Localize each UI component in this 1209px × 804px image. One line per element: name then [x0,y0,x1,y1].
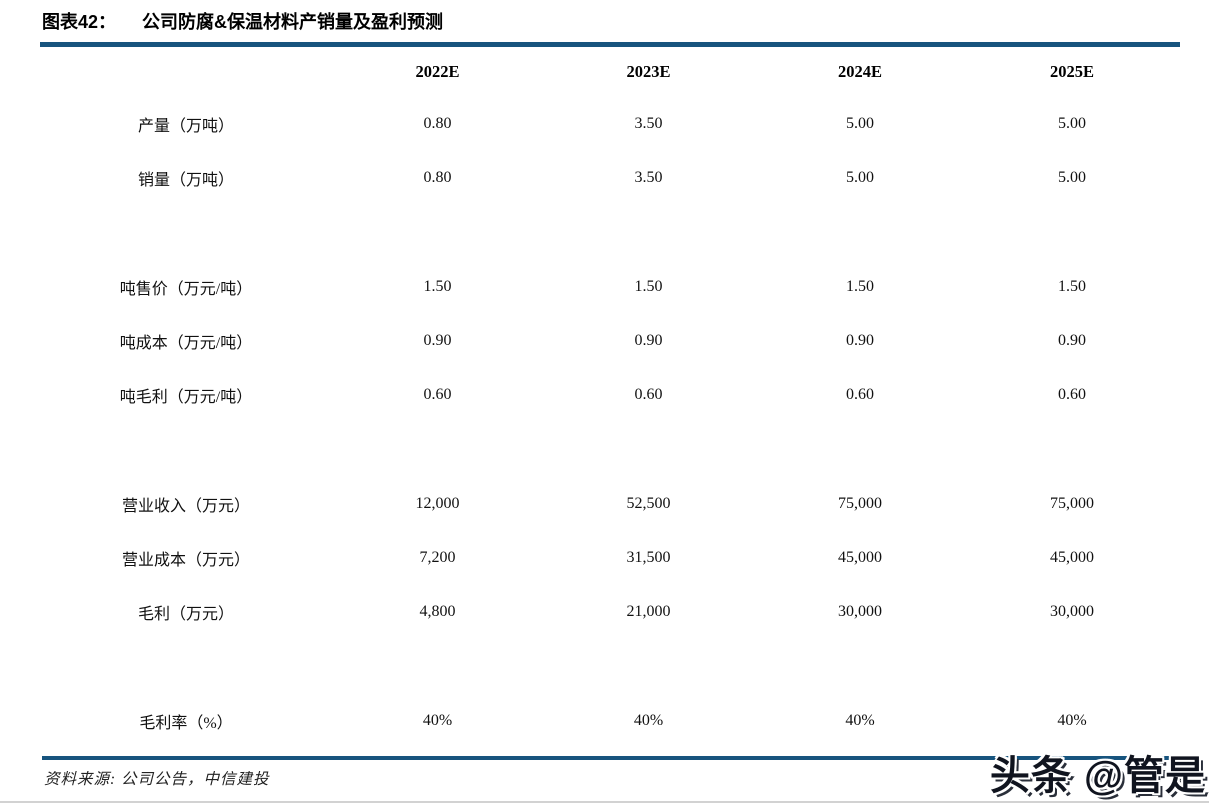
col-header-2024e: 2024E [837,62,882,81]
table-cell: 40% [1057,712,1087,729]
table-cell: 40% [633,712,664,729]
row-label: 毛利（万元） [137,606,234,623]
forecast-table: 2022E 2023E 2024E 2025E 产量（万吨） 0.80 3.50… [40,47,1178,748]
page-bottom-border [0,801,1209,803]
row-label: 营业成本（万元） [121,552,250,569]
table-cell: 3.50 [634,169,663,186]
row-label-column-header [40,47,332,97]
col-header-2025e: 2025E [1049,62,1094,81]
table-cell: 0.90 [1058,332,1086,349]
title-divider-rule [40,42,1180,47]
table-cell: 0.80 [423,169,452,186]
table-cell: 75,000 [1050,495,1094,512]
table-cell: 0.80 [423,115,452,132]
table-cell: 0.60 [1058,386,1086,403]
table-spacer-row [40,639,1178,694]
table-row-gross-profit-per-ton: 吨毛利（万元/吨） 0.60 0.60 0.60 0.60 [40,368,1178,422]
table-row-output-volume: 产量（万吨） 0.80 3.50 5.00 5.00 [40,97,1178,151]
table-cell: 30,000 [838,603,882,620]
table-row-operating-cost: 营业成本（万元） 7,200 31,500 45,000 45,000 [40,531,1178,585]
table-cell: 3.50 [634,115,663,132]
table-cell: 12,000 [415,495,460,512]
table-cell: 40% [845,712,875,729]
figure-header: 图表42： 公司防腐&保温材料产销量及盈利预测 [0,0,1209,35]
table-cell: 75,000 [838,495,882,512]
table-row-gross-margin: 毛利率（%） 40% 40% 40% 40% [40,694,1178,748]
table-cell: 30,000 [1050,603,1094,620]
table-cell: 45,000 [1050,549,1094,566]
table-cell: 0.60 [846,386,874,403]
table-spacer-row [40,422,1178,477]
table-cell: 52,500 [626,495,671,512]
table-row-cost-per-ton: 吨成本（万元/吨） 0.90 0.90 0.90 0.90 [40,314,1178,368]
figure-title: 公司防腐&保温材料产销量及盈利预测 [142,12,444,32]
table-cell: 5.00 [1058,169,1086,186]
table-cell: 1.50 [1058,278,1086,295]
table-cell: 45,000 [838,549,882,566]
table-cell: 5.00 [1058,115,1086,132]
table-cell: 5.00 [846,115,874,132]
table-cell: 1.50 [423,278,452,295]
table-cell: 7,200 [419,549,456,566]
table-cell: 0.90 [423,332,452,349]
row-label: 产量（万吨） [137,118,234,135]
col-header-2022e: 2022E [415,62,460,81]
table-cell: 40% [422,712,453,729]
row-label: 销量（万吨） [137,172,234,189]
table-row-sales-volume: 销量（万吨） 0.80 3.50 5.00 5.00 [40,151,1178,205]
source-note: 资料来源: 公司公告，中信建投 [44,771,270,788]
table-cell: 0.60 [423,386,452,403]
table-cell: 0.90 [846,332,874,349]
table-row-revenue: 营业收入（万元） 12,000 52,500 75,000 75,000 [40,477,1178,531]
table-cell: 31,500 [626,549,671,566]
table-cell: 1.50 [846,278,874,295]
row-label: 吨售价（万元/吨） [119,281,253,298]
toutiao-watermark: 头条 @管是 [989,754,1206,798]
table-cell: 0.60 [634,386,663,403]
table-header-row: 2022E 2023E 2024E 2025E [40,47,1178,97]
source-divider-rule [42,756,1185,760]
row-label: 毛利率（%） [139,715,233,732]
table-row-price-per-ton: 吨售价（万元/吨） 1.50 1.50 1.50 1.50 [40,260,1178,314]
table-cell: 21,000 [626,603,671,620]
figure-label: 图表42： [42,12,117,32]
col-header-2023e: 2023E [626,62,671,81]
table-cell: 0.90 [634,332,663,349]
row-label: 吨成本（万元/吨） [119,335,253,352]
table-spacer-row [40,205,1178,260]
table-cell: 4,800 [419,603,456,620]
row-label: 营业收入（万元） [121,498,250,515]
table-cell: 5.00 [846,169,874,186]
table-row-gross-profit: 毛利（万元） 4,800 21,000 30,000 30,000 [40,585,1178,639]
row-label: 吨毛利（万元/吨） [119,389,253,406]
table-cell: 1.50 [634,278,663,295]
